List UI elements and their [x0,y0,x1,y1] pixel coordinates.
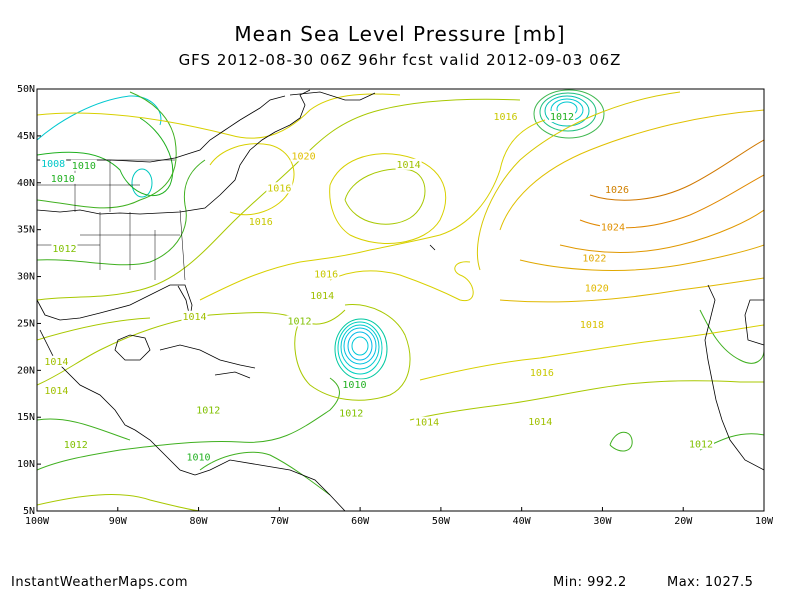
isobar-label: 1014 [310,291,334,302]
lat-tick-label: 10N [17,459,35,470]
map-background [37,89,764,511]
isobar-label-bg [70,159,97,171]
lon-tick-label: 60W [351,516,370,527]
lon-tick-label: 10W [755,516,774,527]
yellow-isobars [37,93,764,381]
lat-tick-label: 5N [23,506,35,517]
min-pressure-readout: Min: 992.2 [553,575,627,590]
lat-tick-label: 15N [17,412,35,423]
isobar-label: 1008 [41,159,65,170]
continental-low-isobars [37,91,177,209]
lat-tick-label: 20N [17,365,35,376]
isobar-label-bg [181,310,208,322]
isobar-label-bg [49,172,76,184]
isobar-label-bg [247,216,274,228]
lon-tick-label: 50W [432,516,451,527]
map-subtitle: GFS 2012-08-30 06Z 96hr fcst valid 2012-… [178,51,622,69]
isobar-label-bg [599,221,626,233]
isobar-label: 1014 [44,357,68,368]
isobar-label-bg [309,290,336,302]
isobar-label-bg [492,111,519,123]
isobar-label-bg [414,416,441,428]
lat-tick-label: 45N [17,131,35,142]
isobar-label-bg [578,319,605,331]
isobar-label: 1016 [493,112,517,123]
isobar-label: 1016 [249,217,273,228]
isobar-label: 1012 [287,316,311,327]
isobar-label-bg [62,439,89,451]
isobar-label-bg [581,252,608,264]
lon-tick-label: 80W [190,516,209,527]
isobar-label-bg [583,282,610,294]
isobar-label-bg [43,384,70,396]
min-value: 992.2 [587,575,627,590]
isobar-label: 1010 [72,161,96,172]
tropical-low-isobars [334,318,388,380]
isobar-label-bg [395,158,422,170]
isobar-label: 1014 [397,160,421,171]
isobar-label: 1014 [44,386,68,397]
max-value: 1027.5 [704,575,754,590]
isobar-label-bg [40,157,67,169]
isobar-label-bg [313,268,340,280]
isobar-label-bg [51,243,78,255]
map-frame [36,88,765,512]
isobar-label-bg [43,355,70,367]
isobar-label: 1024 [601,223,625,234]
lat-tick-label: 30N [17,272,35,283]
isobar-label-bg [528,367,555,379]
isobar-label: 1026 [605,185,629,196]
isobar-label-bg [185,451,212,463]
lon-tick-label: 100W [25,516,50,527]
lat-tick-label: 25N [17,318,35,329]
lat-tick-label: 35N [17,225,35,236]
isobar-label-bg [338,407,365,419]
lon-tick-label: 70W [270,516,289,527]
isobar-label: 1012 [550,112,574,123]
isobar-label: 1016 [267,183,291,194]
isobar-label-bg [195,404,222,416]
isobar-label: 1010 [342,380,366,391]
isobar-label: 1012 [196,406,220,417]
source-credit: InstantWeatherMaps.com [11,575,189,590]
isobar-label: 1012 [689,439,713,450]
lat-tick-label: 40N [17,178,35,189]
isobar-label: 1012 [339,408,363,419]
lon-tick-label: 20W [674,516,693,527]
isobar-label-bg [603,184,630,196]
isobar-label-bg [341,379,368,391]
lon-tick-label: 40W [513,516,532,527]
isobar-label: 1010 [187,452,211,463]
isobar-label: 1016 [530,368,554,379]
isobar-label: 1014 [528,417,552,428]
isobar-label: 1010 [51,174,75,185]
isobar-label: 1018 [580,320,604,331]
map-title: Mean Sea Level Pressure [mb] [234,22,566,46]
max-label: Max: [667,575,701,590]
isobar-label-bg [687,438,714,450]
isobar-label-bg [286,315,313,327]
isobar-label: 1014 [415,418,439,429]
isobar-label: 1020 [585,284,609,295]
lon-tick-label: 90W [109,516,128,527]
isobar-label-bg [527,415,554,427]
isobar-label-bg [290,150,317,162]
isobar-label: 1012 [64,440,88,451]
lat-tick-label: 50N [17,84,35,95]
lon-tick-label: 30W [593,516,612,527]
axis-ticks: 100W 90W 80W 70W 60W 50W 40W 30W 20W 10W 50N 45N 40N… [17,84,774,527]
isobar-label: 1022 [582,254,606,265]
isobar-label: 1014 [182,312,206,323]
max-pressure-readout: Max: 1027.5 [667,575,753,590]
isobar-label: 1012 [52,244,76,255]
isobar-labels: 1008 1010 1010 1020 1016 1016 1012 1014 1016 1012… [40,111,714,463]
isobar-label: 1020 [292,151,316,162]
min-label: Min: [553,575,583,590]
isobar-label: 1016 [314,270,338,281]
isobar-label-bg [549,111,576,123]
isobar-label-bg [266,182,293,194]
